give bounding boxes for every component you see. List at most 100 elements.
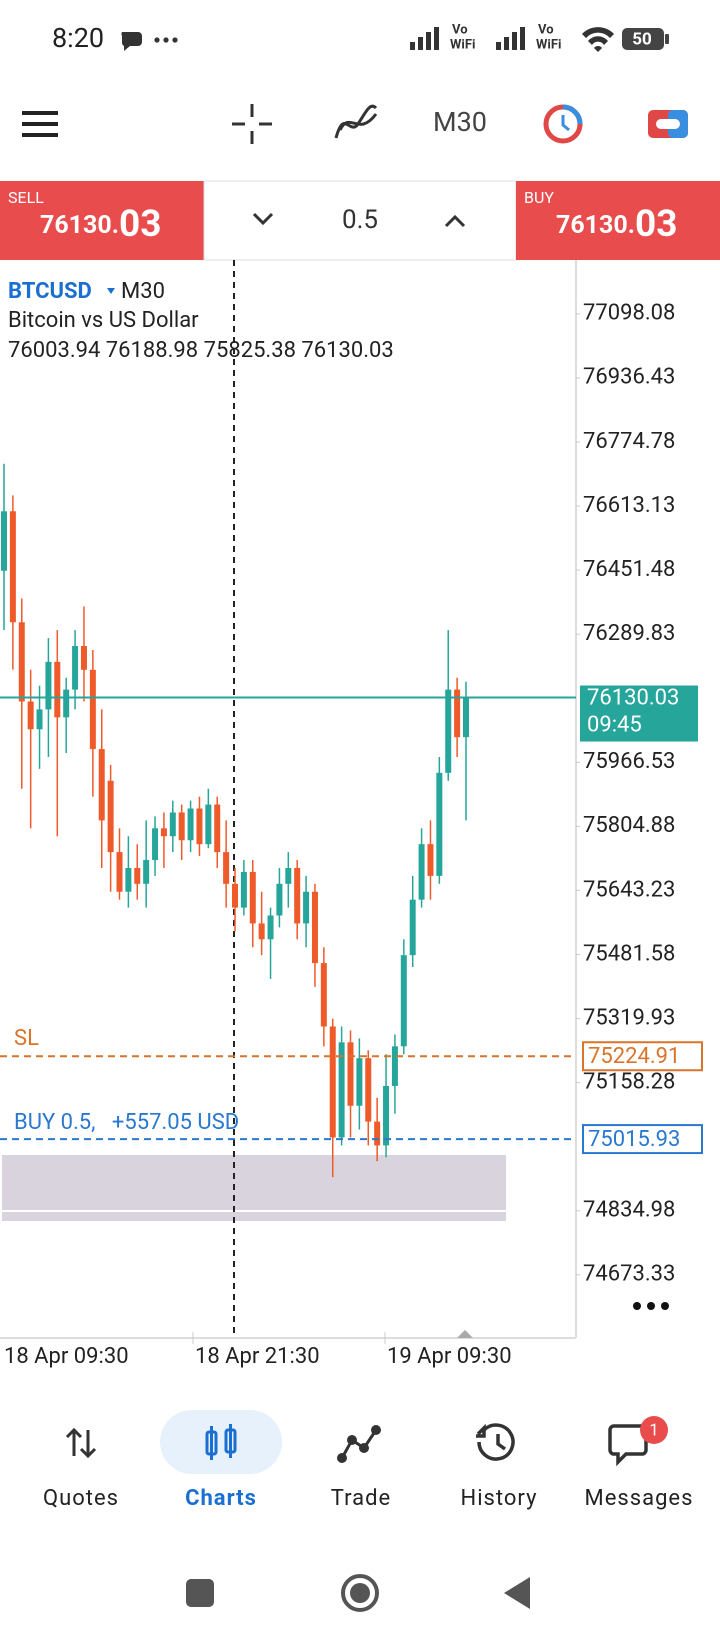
price-tick-label: 76613.13 bbox=[583, 493, 675, 518]
candle-body bbox=[445, 689, 452, 773]
candle-body bbox=[249, 871, 256, 924]
nav-label[interactable]: Trade bbox=[331, 1486, 391, 1511]
price-tick-label: 75804.88 bbox=[583, 813, 675, 838]
candle-body bbox=[107, 780, 114, 853]
candle-body bbox=[134, 867, 141, 884]
candle-body bbox=[116, 852, 123, 892]
candle-body bbox=[196, 808, 203, 845]
candle-body bbox=[400, 955, 407, 1047]
symbol[interactable]: BTCUSD bbox=[8, 279, 92, 304]
buy-button[interactable] bbox=[516, 181, 720, 260]
candle-body bbox=[63, 689, 70, 718]
candle-body bbox=[329, 1026, 336, 1138]
volume-panel bbox=[203, 180, 517, 261]
sell-price: 76130.03 bbox=[40, 203, 161, 246]
buy-price-big: 03 bbox=[635, 203, 677, 246]
price-tick-label: 75481.58 bbox=[583, 941, 675, 966]
position-box bbox=[582, 1124, 703, 1155]
candle-body bbox=[258, 923, 265, 940]
candle-body bbox=[454, 689, 461, 738]
buy-price: 76130.03 bbox=[556, 203, 677, 246]
candle-body bbox=[54, 661, 61, 718]
trade-toggle-button[interactable] bbox=[648, 110, 688, 138]
indicators-button[interactable] bbox=[334, 104, 378, 139]
history-icon bbox=[476, 1423, 515, 1461]
menu-button[interactable] bbox=[22, 111, 58, 137]
ohlc: 76003.94 76188.98 75825.38 76130.03 bbox=[8, 338, 394, 363]
recents-button[interactable] bbox=[186, 1579, 214, 1607]
candle-body bbox=[143, 860, 150, 884]
back-button[interactable] bbox=[504, 1577, 530, 1609]
candle-body bbox=[427, 844, 434, 876]
candle-body bbox=[409, 899, 416, 956]
price-tick-label: 77098.08 bbox=[583, 301, 675, 326]
candle-body bbox=[418, 844, 425, 900]
candle-body bbox=[285, 867, 292, 884]
candle-body bbox=[303, 891, 310, 924]
price-tick-label: 76451.48 bbox=[583, 557, 675, 582]
candle-body bbox=[36, 709, 43, 730]
candle-body bbox=[80, 646, 87, 670]
charts-tab-highlight bbox=[160, 1410, 282, 1474]
candle-body bbox=[9, 511, 16, 623]
stop-loss-box bbox=[582, 1041, 703, 1072]
nav-label[interactable]: Messages bbox=[585, 1486, 694, 1511]
price-tick-label: 75158.28 bbox=[583, 1069, 675, 1094]
price-tick-label: 75966.53 bbox=[583, 749, 675, 774]
candle-body bbox=[356, 1058, 363, 1106]
more-button[interactable] bbox=[633, 1302, 669, 1310]
messages-icon: 1 bbox=[608, 1416, 668, 1467]
time-label: 19 Apr 09:30 bbox=[387, 1344, 512, 1369]
sell-price-big: 03 bbox=[119, 203, 161, 246]
candle-body bbox=[267, 915, 274, 940]
nav-label[interactable]: Charts bbox=[185, 1486, 257, 1511]
price-tick-label: 76774.78 bbox=[583, 429, 675, 454]
candle-body bbox=[276, 883, 283, 916]
candle-body bbox=[125, 867, 132, 892]
time-label: 18 Apr 09:30 bbox=[4, 1344, 129, 1369]
crosshair-button[interactable] bbox=[232, 104, 272, 144]
candle-body bbox=[294, 867, 301, 924]
timeframe-button[interactable]: M30 bbox=[433, 106, 487, 138]
candle-body bbox=[152, 828, 159, 861]
volume-down[interactable] bbox=[252, 212, 274, 226]
candle-body bbox=[27, 701, 34, 730]
home-button[interactable] bbox=[341, 1574, 379, 1612]
volume[interactable]: 0.5 bbox=[342, 205, 378, 235]
messages-badge: 1 bbox=[649, 1420, 659, 1440]
candle-body bbox=[178, 812, 185, 841]
current-time-label: 09:45 bbox=[587, 712, 642, 737]
stop-loss-label: SL bbox=[14, 1026, 39, 1051]
sell-button[interactable] bbox=[0, 181, 204, 260]
candle-body bbox=[18, 622, 25, 702]
symbol-dropdown[interactable] bbox=[107, 288, 115, 294]
candle-body bbox=[383, 1085, 390, 1146]
volume-up[interactable] bbox=[444, 214, 466, 228]
price-tick-label: 74673.33 bbox=[583, 1262, 675, 1287]
price-tick-label: 75319.93 bbox=[583, 1005, 675, 1030]
svg-text:Vo: Vo bbox=[538, 22, 554, 37]
clock-button[interactable] bbox=[543, 104, 583, 144]
stop-loss-price: 75224.91 bbox=[588, 1044, 680, 1069]
nav-label[interactable]: Quotes bbox=[43, 1486, 119, 1511]
sell-price-main: 76130. bbox=[40, 211, 119, 240]
time-label: 18 Apr 21:30 bbox=[195, 1344, 320, 1369]
charts-icon bbox=[205, 1424, 237, 1460]
position-price: 75015.93 bbox=[588, 1127, 680, 1152]
candle-body bbox=[205, 804, 212, 845]
candle-body bbox=[187, 808, 194, 841]
description: Bitcoin vs US Dollar bbox=[8, 308, 199, 333]
scroll-handle[interactable] bbox=[457, 1330, 473, 1338]
price-tick-label: 74834.98 bbox=[583, 1198, 675, 1223]
current-price-box bbox=[580, 685, 698, 742]
candle-body bbox=[169, 812, 176, 837]
buy-price-main: 76130. bbox=[556, 211, 635, 240]
candle-body bbox=[232, 883, 238, 908]
candle-body bbox=[347, 1042, 354, 1106]
nav-label[interactable]: History bbox=[461, 1486, 538, 1511]
candle-body bbox=[214, 804, 221, 853]
chart[interactable]: BTCUSD M30 Bitcoin vs US Dollar 76003.94… bbox=[0, 260, 703, 1369]
price-tick-label: 75643.23 bbox=[583, 877, 675, 902]
